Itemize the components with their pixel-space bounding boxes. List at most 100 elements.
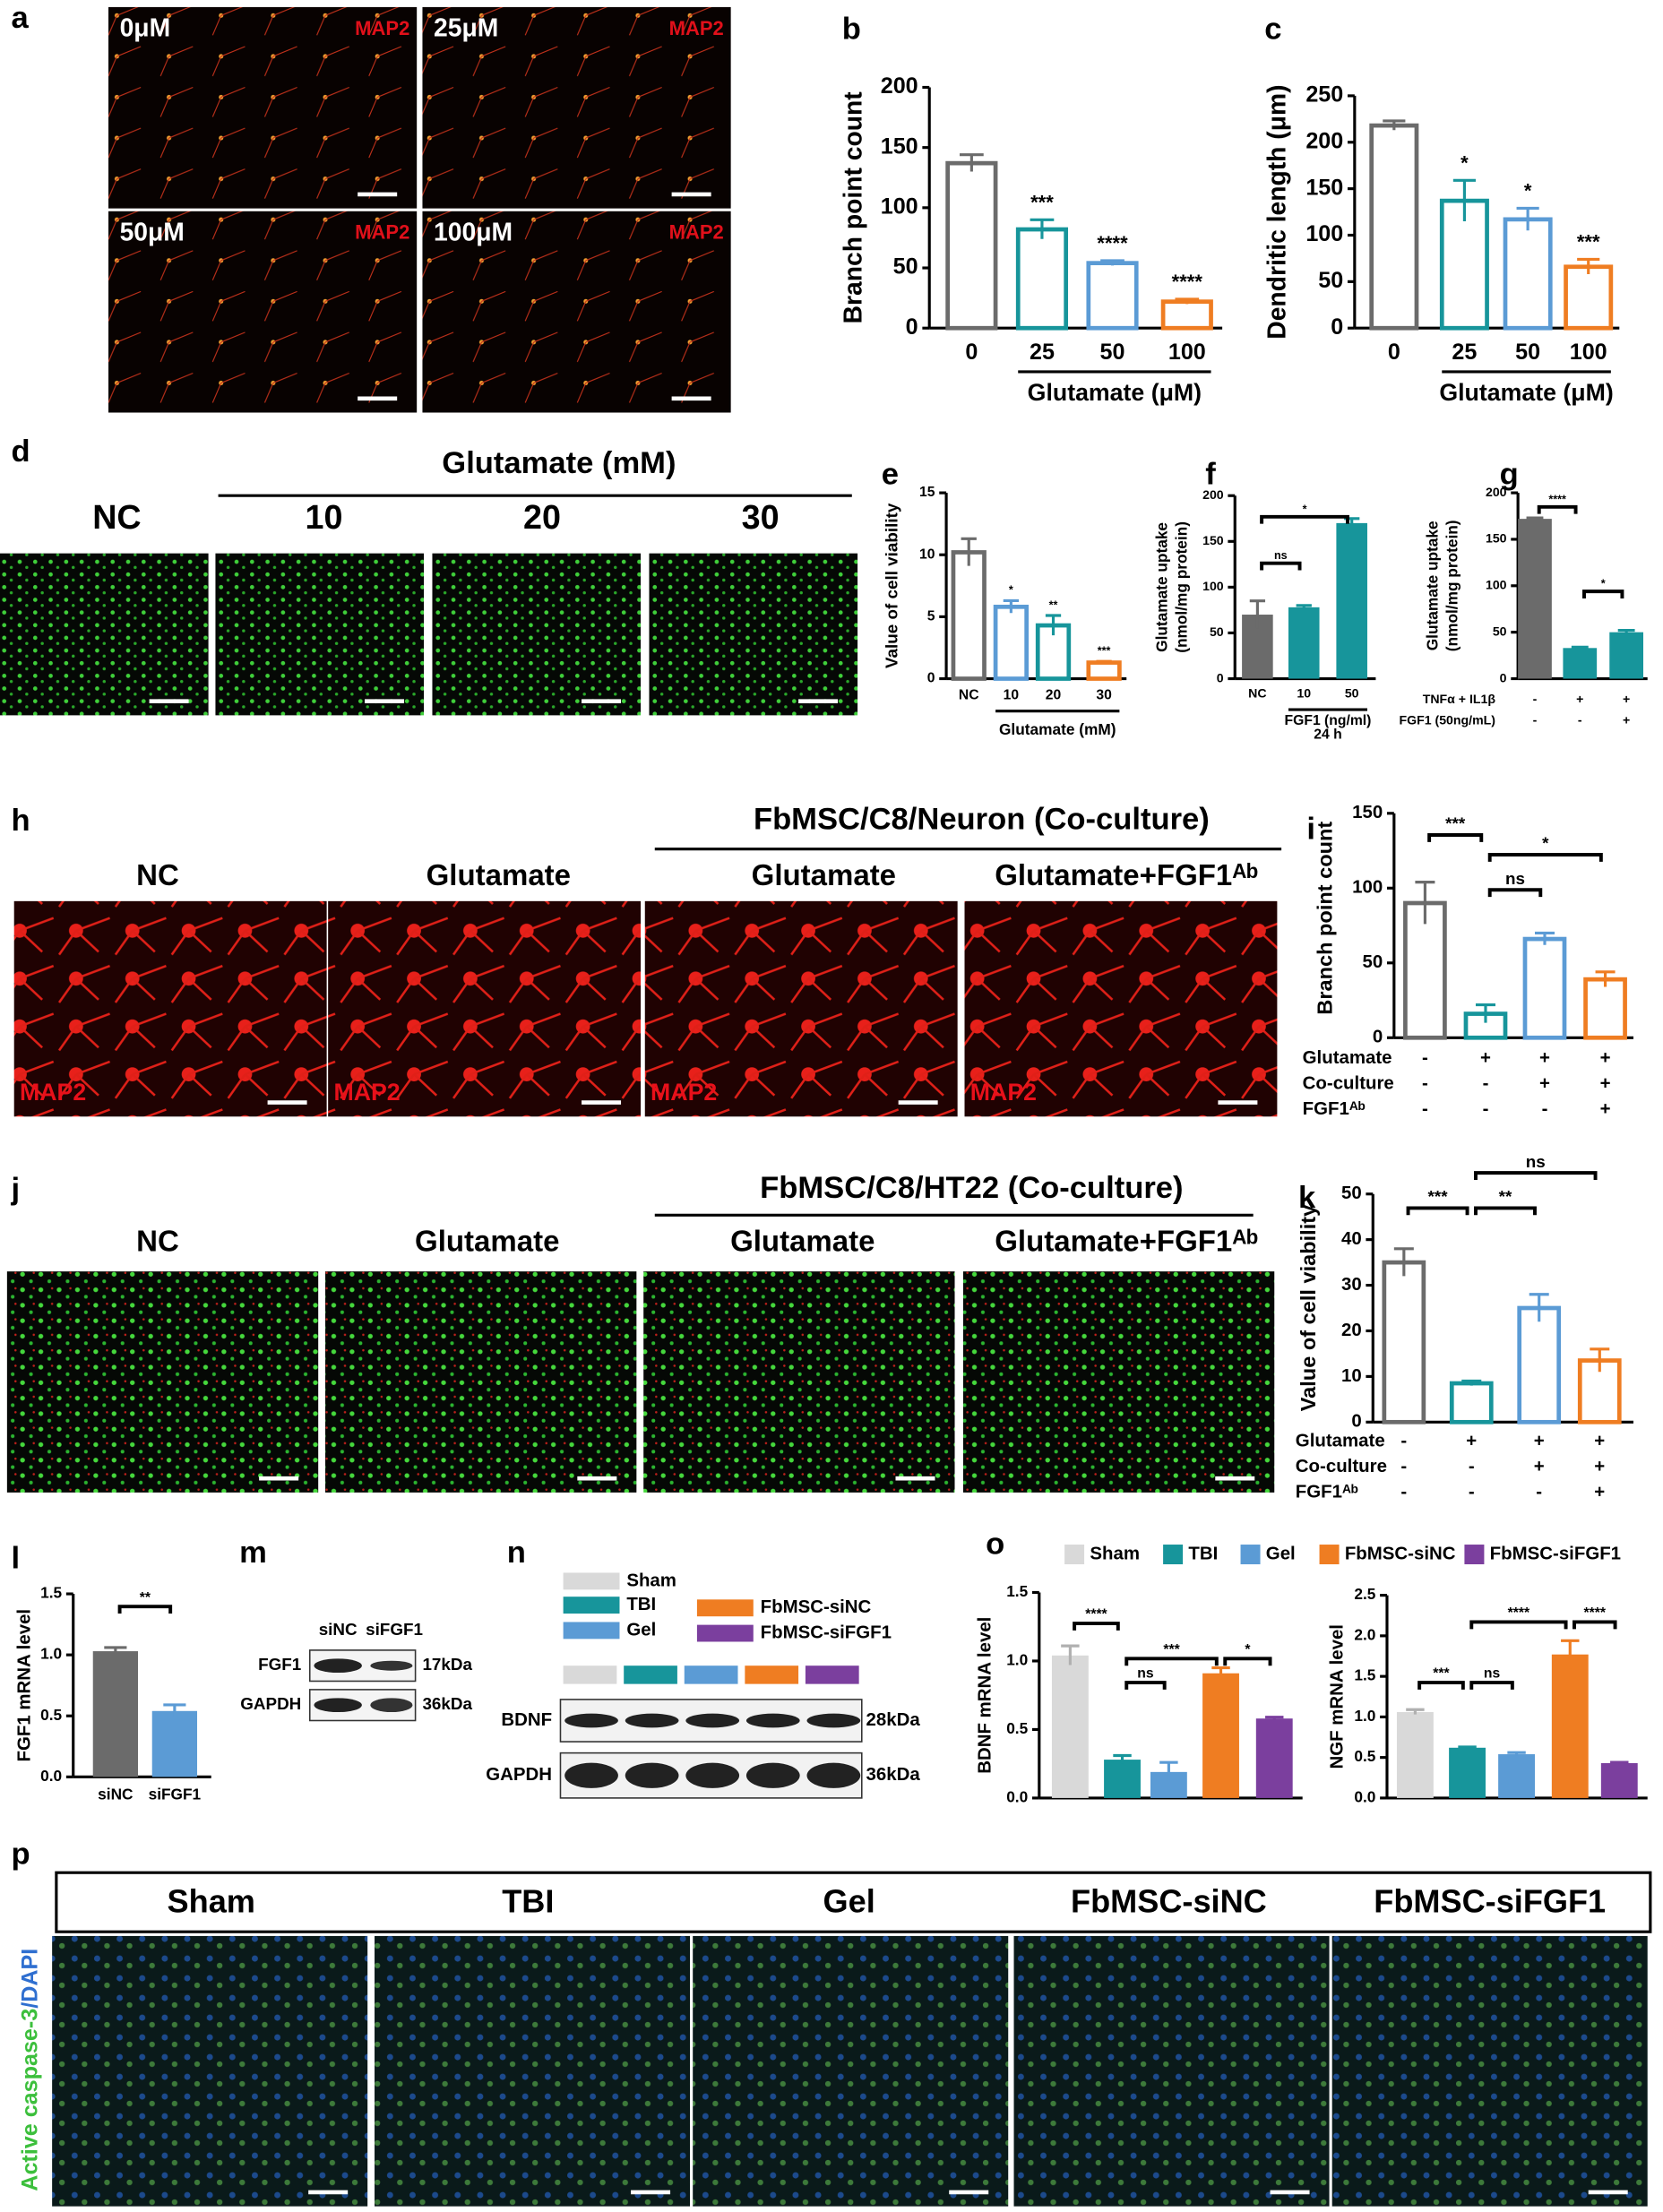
lane-color xyxy=(745,1665,799,1684)
significance: *** xyxy=(1098,645,1111,658)
micrograph xyxy=(964,900,1278,1117)
y-tick-label: 200 xyxy=(881,73,918,99)
bracket-label: *** xyxy=(1445,814,1466,833)
x-axis-label: Glutamate (μM) xyxy=(1439,379,1613,406)
x-tick-label: 25 xyxy=(1030,340,1055,365)
significance: * xyxy=(1009,584,1013,597)
x-tick-label: 100 xyxy=(1168,340,1206,365)
image-label: 30 xyxy=(742,498,780,536)
y-tick-label: 0 xyxy=(1217,670,1224,684)
micrograph xyxy=(215,553,425,716)
bracket xyxy=(1474,1206,1537,1216)
y-tick-label: 50 xyxy=(1318,268,1343,293)
x-tick-label: 25 xyxy=(1452,340,1477,365)
y-tick-label: 1.0 xyxy=(1354,1707,1375,1725)
micrograph xyxy=(328,900,642,1117)
image-label: Glutamate xyxy=(752,858,896,891)
blot-size-label: 36kDa xyxy=(866,1765,921,1785)
bracket-label: * xyxy=(1303,503,1307,515)
significance: **** xyxy=(1097,232,1128,254)
image-label: 20 xyxy=(523,498,561,536)
stain-part: Active caspase-3 xyxy=(17,2009,42,2191)
blot-size-label: 28kDa xyxy=(866,1710,921,1730)
panel-label: p xyxy=(12,1837,30,1871)
micrograph xyxy=(0,553,209,716)
y-tick-label: 150 xyxy=(1352,803,1383,822)
x-tick-label: 50 xyxy=(1515,340,1540,365)
condition-name: Co-culture xyxy=(1303,1074,1394,1094)
bracket-label: ** xyxy=(140,1590,151,1605)
y-axis-label: FGF1 mRNA level xyxy=(15,1609,35,1762)
micrograph xyxy=(644,900,958,1117)
bar xyxy=(1202,1673,1239,1798)
image-label: FbMSC-siNC xyxy=(1071,1882,1267,1919)
y-tick-label: 50 xyxy=(1493,624,1507,638)
y-axis-label: Value of cell viability xyxy=(882,503,900,668)
legend-label: FbMSC-siNC xyxy=(1345,1544,1456,1563)
condition-sign: + xyxy=(1594,1457,1605,1476)
micrograph xyxy=(6,1271,319,1493)
blot-band xyxy=(685,1762,740,1788)
image-label: 100μM xyxy=(434,217,513,245)
error-bar xyxy=(1003,598,1020,614)
error-bar xyxy=(1030,218,1055,239)
bracket xyxy=(1469,1620,1568,1630)
stain-label: MAP2 xyxy=(333,1079,400,1106)
y-tick-label: 100 xyxy=(1352,878,1383,898)
group-title: FbMSC/C8/Neuron (Co-culture) xyxy=(754,802,1210,836)
x-tick-label: 0 xyxy=(1388,340,1400,365)
y-tick-label: 40 xyxy=(1341,1229,1362,1249)
panel-label: b xyxy=(842,13,861,47)
y-tick-label: 0.5 xyxy=(1354,1747,1375,1765)
legend-swatch xyxy=(1319,1545,1340,1565)
panel-label: j xyxy=(11,1173,21,1207)
y-tick-label: 100 xyxy=(881,194,918,219)
x-axis-label: Glutamate (mM) xyxy=(999,720,1116,738)
x-tick-label: 0 xyxy=(965,340,978,365)
condition-sign: + xyxy=(1623,692,1630,706)
legend-label: Sham xyxy=(626,1571,676,1590)
legend-swatch xyxy=(696,1624,754,1642)
condition-sign: + xyxy=(1539,1048,1550,1068)
blot-row-label: GAPDH xyxy=(240,1694,301,1713)
x-tick-label: 50 xyxy=(1100,340,1125,365)
bracket-label: ns xyxy=(1137,1666,1154,1682)
bar xyxy=(945,160,998,331)
y-axis-label: NGF mRNA level xyxy=(1327,1624,1347,1769)
x-tick-label: 10 xyxy=(1297,686,1311,701)
bracket-label: ** xyxy=(1499,1187,1512,1206)
bar xyxy=(1288,607,1320,679)
micrograph xyxy=(108,6,418,209)
blot-size-label: 36kDa xyxy=(422,1694,472,1713)
error-bar xyxy=(1461,1379,1482,1386)
condition-sign: + xyxy=(1594,1432,1605,1451)
y-tick-label: 30 xyxy=(1341,1275,1362,1295)
error-bar xyxy=(1406,1708,1425,1715)
bar xyxy=(1403,900,1447,1040)
micrograph xyxy=(52,1935,368,2207)
condition-sign: - xyxy=(1536,1482,1542,1502)
image-label: Glutamate+FGF1ᴬᵇ xyxy=(995,858,1258,891)
bracket xyxy=(1417,1681,1465,1690)
legend-label: Gel xyxy=(1266,1544,1296,1563)
bar xyxy=(951,550,987,681)
bar xyxy=(1104,1760,1141,1798)
error-bar xyxy=(961,537,977,566)
bar xyxy=(1551,1654,1589,1798)
legend-label: TBI xyxy=(626,1595,656,1614)
condition-sign: + xyxy=(1534,1457,1545,1476)
legend-swatch xyxy=(563,1597,620,1614)
x-tick-label: 20 xyxy=(1046,688,1062,703)
bar xyxy=(92,1651,139,1777)
y-tick-label: 200 xyxy=(1305,128,1343,153)
image-label: Sham xyxy=(168,1882,255,1919)
y-tick-label: 10 xyxy=(919,547,935,562)
bracket xyxy=(117,1605,173,1614)
panel-label: c xyxy=(1264,13,1281,47)
bar xyxy=(1336,522,1367,679)
micrograph xyxy=(1331,1935,1648,2207)
error-bar xyxy=(1529,1293,1549,1322)
group-title: Glutamate (mM) xyxy=(442,446,676,480)
image-label: 25μM xyxy=(434,13,498,42)
condition-name: Glutamate xyxy=(1296,1432,1385,1451)
